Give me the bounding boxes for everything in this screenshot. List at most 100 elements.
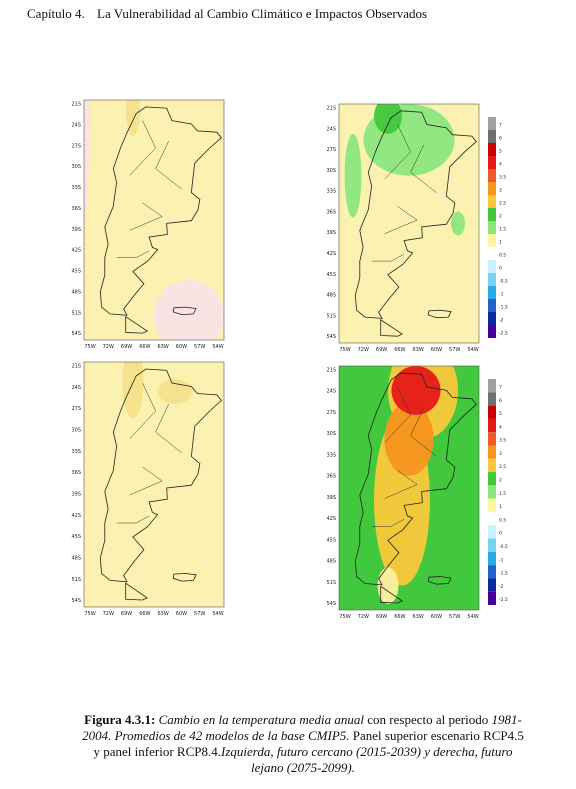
lat-label: 24S	[71, 122, 81, 128]
colorbar-label: 3.5	[499, 174, 506, 180]
lat-label: 21S	[326, 106, 336, 112]
lat-label: 30S	[71, 164, 81, 170]
lat-label: 36S	[326, 474, 336, 480]
figure-maps: 21S 24S 27S 30S 33S 36S 39S 42S 45S 48S 51S 54S 75W 7…	[71, 99, 508, 620]
map-frame	[83, 99, 225, 341]
colorbar-label: 3	[499, 451, 502, 457]
colorbar-label: 0	[499, 265, 502, 271]
colorbar-cell	[488, 312, 496, 325]
lon-label: 54W	[467, 347, 478, 353]
colorbar-cell	[488, 405, 496, 419]
lat-label: 30S	[326, 168, 336, 174]
lat-label: 36S	[71, 470, 81, 476]
lat-label: 21S	[71, 102, 81, 108]
lon-label: 69W	[376, 347, 387, 353]
colorbar-cell	[488, 485, 496, 499]
colorbar-label: -2	[499, 317, 504, 323]
map-panel: 21S 24S 27S 30S 33S 36S 39S 42S 45S 48S 51S 54S 75W 7…	[326, 103, 508, 353]
colorbar-label: 3.5	[499, 438, 506, 444]
colorbar-label: -1	[499, 557, 504, 563]
lon-label: 69W	[121, 611, 132, 617]
shading-region	[122, 362, 144, 419]
lat-label: 54S	[326, 334, 336, 340]
caption-text: con respecto al periodo	[367, 712, 489, 727]
lat-label: 39S	[326, 230, 336, 236]
colorbar-label: 2	[499, 213, 502, 219]
shading-region	[84, 100, 90, 220]
lat-label: 51S	[326, 580, 336, 586]
colorbar-cell	[488, 578, 496, 592]
colorbar-label: 7	[499, 122, 502, 128]
caption-text: Izquierda, futuro cercano (2015-2039) y …	[220, 744, 513, 775]
shading-region	[391, 366, 441, 415]
lon-label: 75W	[84, 344, 95, 350]
lat-label: 54S	[71, 598, 81, 604]
province-border	[384, 386, 411, 443]
lat-label: 48S	[326, 559, 336, 565]
coastline	[380, 585, 404, 604]
coastline	[99, 106, 222, 316]
colorbar-cell	[488, 392, 496, 406]
lon-label: 69W	[121, 344, 132, 350]
map-panel: 21S 24S 27S 30S 33S 36S 39S 42S 45S 48S 51S 54S 75W 7…	[326, 365, 508, 620]
coastline	[172, 306, 197, 316]
colorbar-cell	[488, 565, 496, 579]
colorbar-label: 1.5	[499, 226, 506, 232]
lon-label: 54W	[212, 611, 223, 617]
lon-label: 72W	[358, 614, 369, 620]
colorbar-cell	[488, 208, 496, 221]
colorbar-cell	[488, 445, 496, 459]
lon-label: 75W	[339, 614, 350, 620]
province-border	[371, 519, 405, 527]
colorbar-label: 2	[499, 478, 502, 484]
lon-label: 63W	[412, 614, 423, 620]
caption-text: Panel superior escenario RCP4.5 y panel …	[93, 728, 524, 759]
shading-region	[374, 104, 402, 134]
lat-label: 21S	[326, 368, 336, 374]
colorbar-label: -0.5	[499, 278, 508, 284]
colorbar-cell	[488, 551, 496, 566]
colorbar-cell	[488, 511, 496, 526]
caption-text: Cambio en la temperatura media anual	[158, 712, 365, 727]
colorbar-cell	[488, 498, 496, 512]
lat-label: 36S	[71, 206, 81, 212]
colorbar-cell	[488, 472, 496, 486]
province-border	[116, 250, 150, 258]
lat-label: 51S	[326, 313, 336, 319]
lat-label: 39S	[71, 227, 81, 233]
lat-label: 33S	[71, 185, 81, 191]
lon-label: 66W	[139, 611, 150, 617]
colorbar-cell	[488, 525, 496, 539]
colorbar-cell	[488, 156, 496, 169]
lat-label: 27S	[71, 406, 81, 412]
lon-label: 63W	[412, 347, 423, 353]
lat-label: 27S	[71, 143, 81, 149]
colorbar-label: 5	[499, 411, 502, 417]
province-border	[129, 382, 156, 440]
colorbar-cell	[488, 143, 496, 156]
lat-label: 48S	[71, 555, 81, 561]
lon-label: 75W	[339, 347, 350, 353]
province-border	[384, 470, 418, 499]
colorbar-label: 5	[499, 148, 502, 154]
map-frame	[83, 361, 225, 608]
colorbar-label: 4	[499, 161, 502, 167]
lat-label: 42S	[326, 516, 336, 522]
colorbar-label: 7	[499, 384, 502, 390]
colorbar-cell	[488, 221, 496, 234]
map-body	[84, 100, 224, 340]
coastline	[427, 576, 452, 585]
lat-label: 30S	[71, 427, 81, 433]
figure-caption: Figura 4.3.1: Cambio en la temperatura m…	[78, 712, 528, 776]
colorbar-cell	[488, 130, 496, 143]
colorbar-label: 6	[499, 398, 502, 404]
lat-label: 30S	[326, 431, 336, 437]
lat-label: 27S	[326, 410, 336, 416]
lat-label: 33S	[71, 449, 81, 455]
colorbar-cell	[488, 273, 496, 286]
lat-label: 45S	[71, 534, 81, 540]
province-border	[384, 206, 418, 234]
province-border	[155, 403, 182, 454]
coastline	[125, 315, 149, 334]
